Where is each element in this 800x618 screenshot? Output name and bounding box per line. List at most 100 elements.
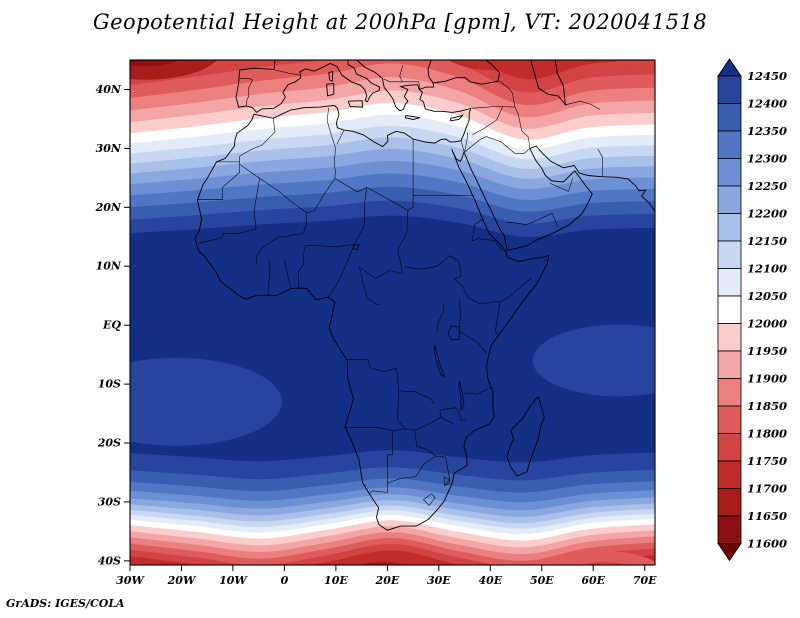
colorbar-label-12050: 12050 (747, 289, 787, 303)
colorbar-segment-12150-12200 (717, 213, 742, 242)
colorbar-segment-11700-11750 (717, 460, 742, 489)
y-tick-label-EQ: EQ (102, 319, 121, 332)
colorbar-label-11850: 11850 (747, 399, 787, 413)
country-border (597, 148, 603, 177)
country-border (284, 259, 291, 289)
colorbar-segment-11600-11650 (717, 515, 742, 544)
y-tick-label-10S: 10S (98, 378, 121, 391)
colorbar-label-11650: 11650 (747, 509, 787, 523)
country-border (275, 69, 301, 76)
country-border (369, 430, 393, 494)
country-border (255, 212, 307, 264)
country-border (458, 300, 461, 332)
country-border (460, 140, 465, 152)
colorbar-segment-11950-12000 (717, 323, 742, 352)
colorbar-segment-12050-12100 (717, 268, 742, 297)
x-tick-label-70E: 70E (633, 574, 657, 587)
country-border (495, 302, 501, 336)
country-border (239, 164, 336, 213)
coastline (328, 71, 334, 82)
y-tick-label-10N: 10N (96, 260, 122, 273)
colorbar-segment-11750-11800 (717, 433, 742, 462)
country-border (197, 118, 276, 200)
coastline (326, 83, 335, 97)
coastline (356, 60, 420, 112)
low-northeast-corner (639, 60, 655, 61)
country-border (472, 238, 503, 252)
colorbar-label-11600: 11600 (747, 537, 787, 551)
country-border (472, 218, 484, 241)
coastline (194, 114, 550, 531)
colorbar-label-11800: 11800 (747, 427, 787, 441)
country-border (453, 261, 532, 305)
colorbar-label-12400: 12400 (747, 97, 787, 111)
colorbar-label-11750: 11750 (747, 454, 787, 468)
map-area (130, 60, 655, 565)
country-border (463, 386, 493, 395)
country-border (399, 65, 404, 82)
colorbar-segment-12400-12450 (717, 75, 742, 104)
colorbar-label-11900: 11900 (747, 372, 787, 386)
colorbar-label-12350: 12350 (747, 124, 787, 138)
country-border (565, 100, 601, 110)
low-north-caspian-region-outer (448, 60, 543, 71)
colorbar-segment-11900-11950 (717, 350, 742, 379)
country-border (298, 244, 355, 288)
colorbar-segment-12250-12300 (717, 158, 742, 187)
country-border (423, 493, 436, 506)
country-border (443, 476, 451, 487)
low-northeast-corner-outer (614, 60, 655, 69)
lake-outline (458, 381, 465, 412)
low-southeast-outer (548, 551, 655, 565)
country-border (359, 266, 381, 305)
colorbar-segment-11650-11700 (717, 488, 742, 517)
country-border (198, 177, 260, 244)
colorbar-segment-11850-11900 (717, 378, 742, 407)
colorbar-arrow-low (717, 543, 742, 562)
colorbar-label-12300: 12300 (747, 152, 787, 166)
colorbar-label-11950: 11950 (747, 344, 787, 358)
low-northwest-atlantic-outer (130, 60, 217, 80)
x-tick-label-40E: 40E (478, 574, 502, 587)
coastline (347, 100, 364, 108)
country-border (472, 106, 503, 136)
coastline (463, 145, 655, 251)
colorbar-segment-12000-12050 (717, 295, 742, 324)
x-tick-label-10W: 10W (219, 574, 248, 587)
colorbar-label-12100: 12100 (747, 262, 787, 276)
colorbar-label-12000: 12000 (747, 317, 787, 331)
coastline (506, 396, 545, 477)
country-border (326, 107, 336, 172)
low-northwest-atlantic (130, 60, 180, 67)
coastline (451, 150, 465, 163)
country-border (464, 136, 531, 154)
y-tick-label-30N: 30N (96, 142, 122, 155)
country-border (267, 260, 271, 296)
colorbar-label-12150: 12150 (747, 234, 787, 248)
map-frame (129, 59, 656, 566)
country-border (387, 455, 446, 484)
coastline (253, 104, 472, 148)
coastline (404, 114, 420, 120)
country-border (239, 78, 253, 106)
lake-outline (352, 243, 360, 251)
colorbar-segment-12100-12150 (717, 240, 742, 269)
x-tick-label-20W: 20W (167, 574, 197, 587)
colorbar-label-12200: 12200 (747, 207, 787, 221)
colorbar-segment-12300-12350 (717, 130, 742, 159)
coastline (433, 60, 501, 85)
light-patch-south-atlantic (130, 357, 282, 446)
y-tick-label-40S: 40S (98, 554, 121, 567)
y-tick-label-40N: 40N (96, 83, 122, 96)
coastline (418, 82, 471, 113)
country-border (354, 187, 368, 245)
x-tick-label-10E: 10E (324, 574, 348, 587)
country-border (514, 106, 531, 149)
x-tick-label-60E: 60E (581, 574, 605, 587)
country-border (345, 426, 415, 431)
x-tick-label-0: 0 (281, 574, 289, 587)
plot-title: Geopotential Height at 200hPa [gpm], VT:… (92, 10, 708, 34)
country-border (336, 129, 345, 145)
low-north-caspian-region (487, 60, 504, 61)
